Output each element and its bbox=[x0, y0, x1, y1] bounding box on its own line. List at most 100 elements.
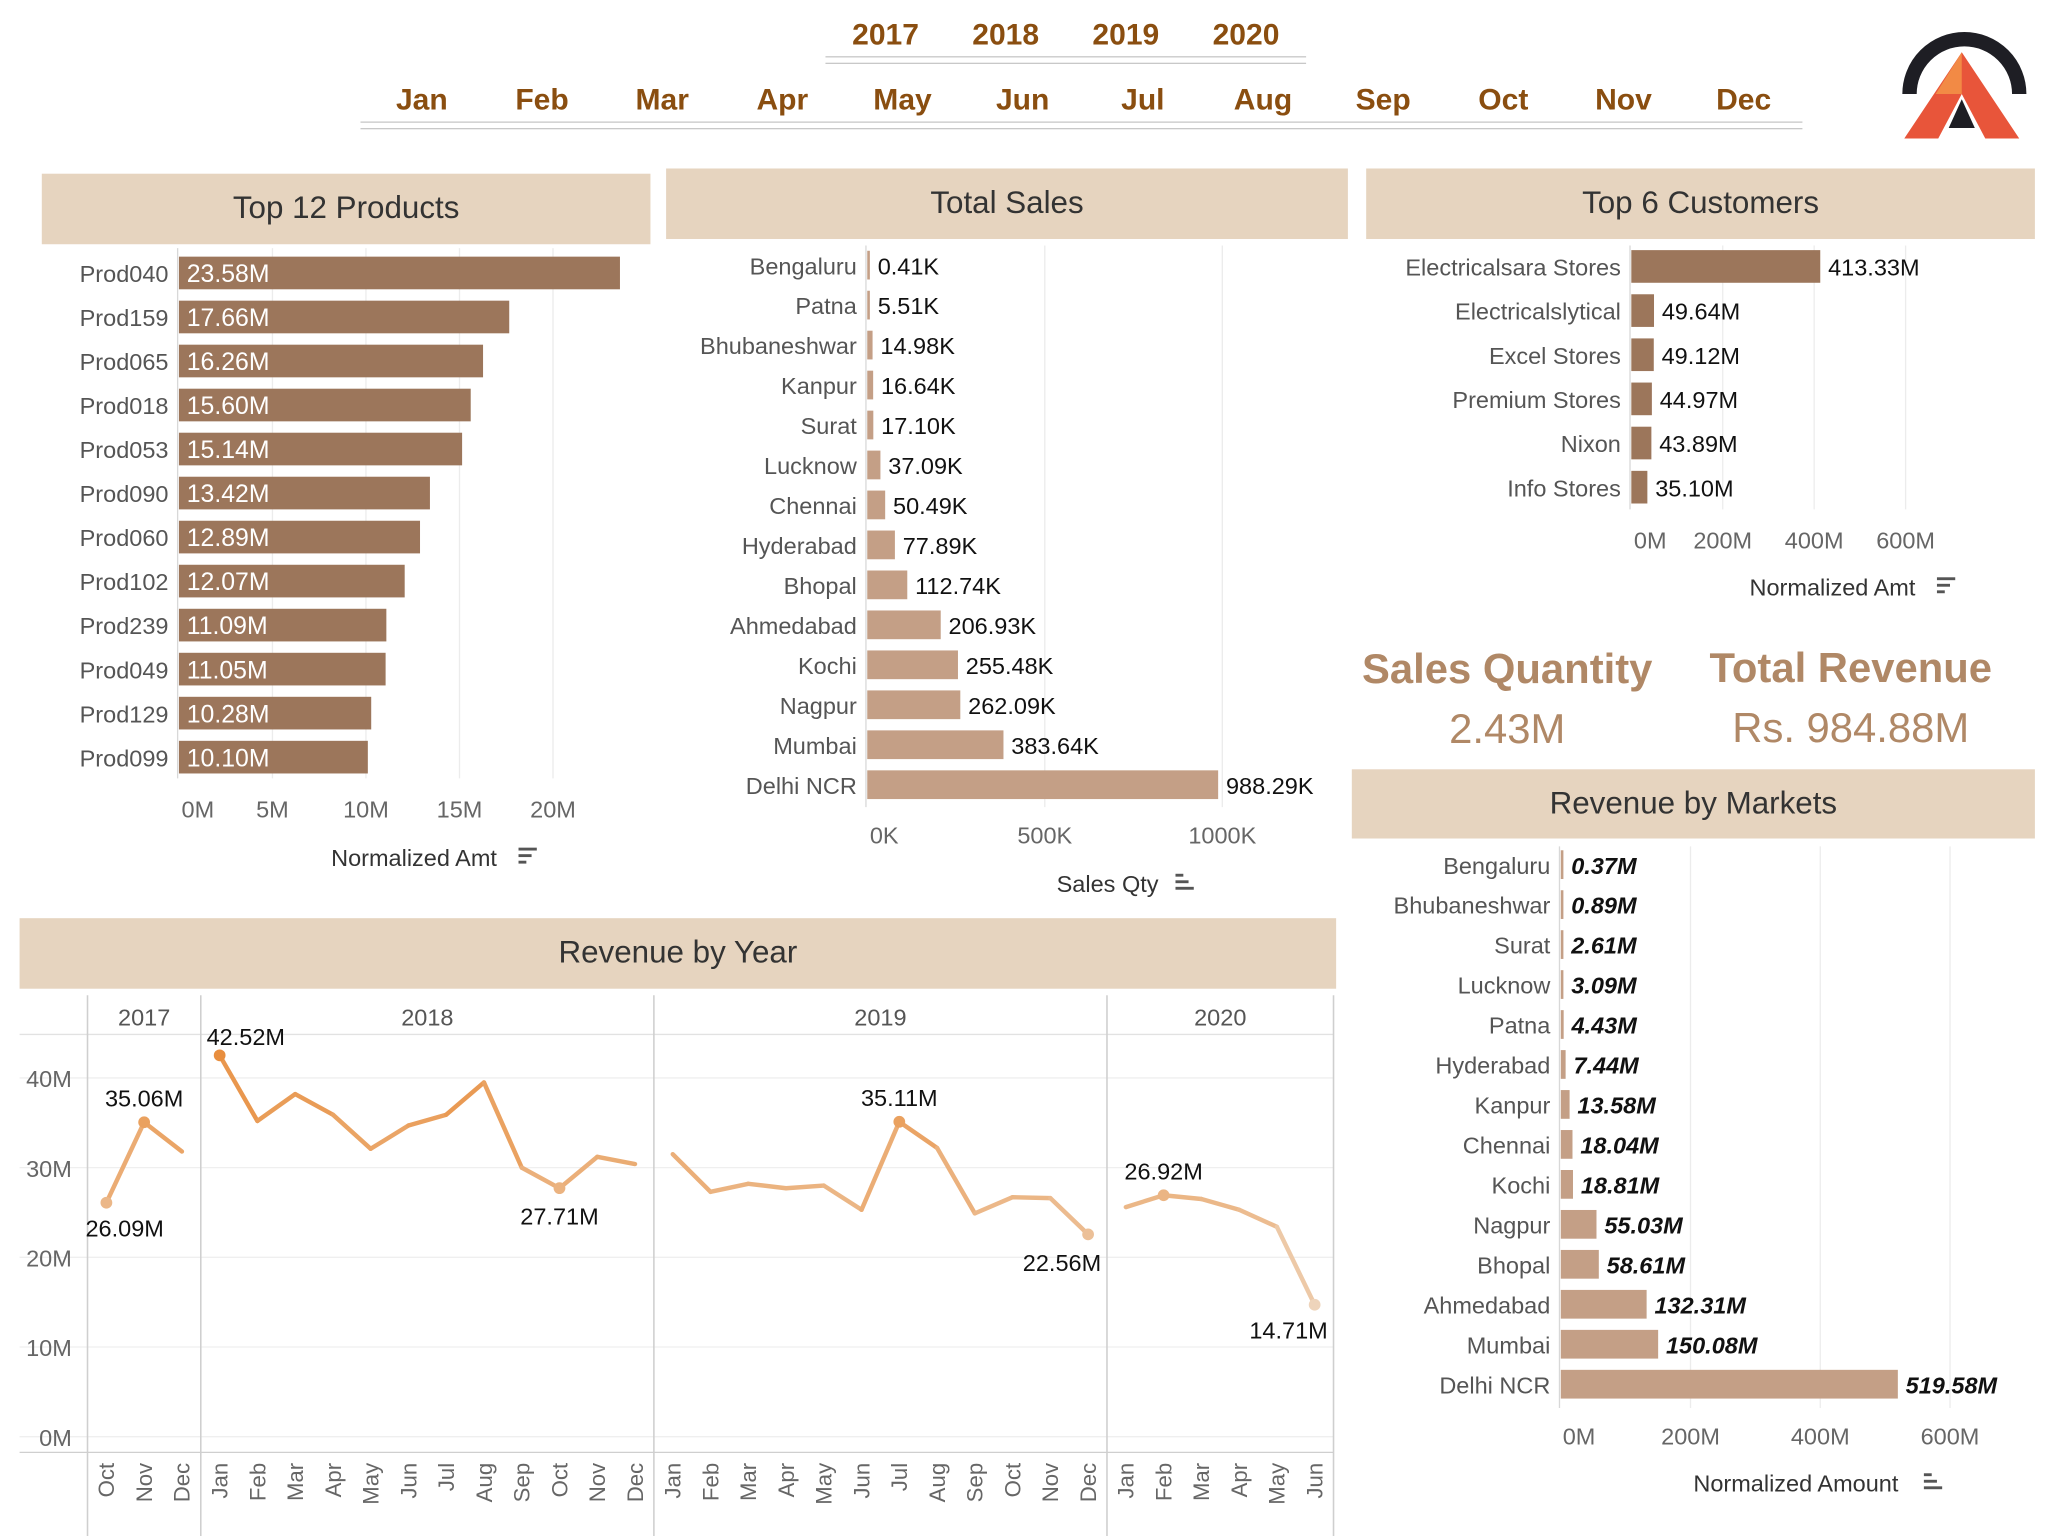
revenue-by-markets-category-label: Bengaluru bbox=[1443, 853, 1550, 879]
top-products-category-label: Prod053 bbox=[80, 437, 169, 463]
top-customers-data-label: 35.10M bbox=[1655, 475, 1733, 501]
revenue-by-year-month-label: Jan bbox=[661, 1463, 686, 1499]
revenue-by-year-y-tick-label: 0M bbox=[39, 1425, 72, 1451]
revenue-by-year-month-label: Apr bbox=[321, 1462, 346, 1497]
revenue-by-year-line-segment bbox=[1010, 1195, 1053, 1201]
revenue-by-markets-bar bbox=[1560, 1249, 1599, 1279]
revenue-by-year-month-label: Feb bbox=[1151, 1463, 1176, 1501]
revenue-by-markets-category-label: Lucknow bbox=[1458, 973, 1552, 999]
revenue-by-year-header: Revenue by Year bbox=[19, 918, 1337, 989]
total-sales-category-label: Mumbai bbox=[773, 733, 857, 759]
top-products-category-label: Prod099 bbox=[80, 745, 169, 771]
month-filter-jun[interactable]: Jun bbox=[995, 82, 1050, 117]
revenue-by-markets-bar bbox=[1560, 1130, 1573, 1159]
top-products-tick-label: 15M bbox=[437, 797, 483, 823]
total-sales-tick-label: 1000K bbox=[1188, 823, 1256, 849]
revenue-by-year-line-segment bbox=[746, 1181, 789, 1191]
total-sales-category-label: Chennai bbox=[769, 493, 857, 519]
revenue-by-markets-data-label: 18.04M bbox=[1580, 1133, 1659, 1159]
total-sales-data-label: 255.48K bbox=[966, 653, 1054, 679]
top-products-bar bbox=[178, 608, 387, 642]
revenue-by-year-month-label: Oct bbox=[94, 1463, 119, 1498]
revenue-by-markets-category-label: Patna bbox=[1489, 1013, 1551, 1039]
month-filter-aug[interactable]: Aug bbox=[1233, 82, 1293, 117]
revenue-by-year-point bbox=[893, 1115, 906, 1128]
month-filter-nov[interactable]: Nov bbox=[1595, 82, 1652, 117]
top-customers-tick-label: 0M bbox=[1634, 528, 1667, 554]
total-sales-category-label: Kochi bbox=[798, 653, 857, 679]
month-filter-feb[interactable]: Feb bbox=[515, 82, 569, 117]
revenue-by-year-y-tick-label: 10M bbox=[26, 1335, 72, 1361]
top-products-category-label: Prod239 bbox=[80, 613, 169, 639]
revenue-by-year-line-segment bbox=[481, 1080, 524, 1170]
revenue-by-year-data-label: 42.52M bbox=[207, 1024, 285, 1050]
revenue-by-year-y-tick-label: 20M bbox=[26, 1245, 72, 1271]
revenue-by-markets-sort-icon bbox=[1923, 1473, 1943, 1490]
revenue-by-markets-tick-label: 600M bbox=[1921, 1424, 1980, 1450]
total-sales-axis-label: Sales Qty bbox=[1057, 871, 1159, 897]
top-customers-sort-icon-bar bbox=[1936, 590, 1945, 594]
total-sales-bar bbox=[867, 450, 881, 480]
month-filter-sep[interactable]: Sep bbox=[1355, 82, 1411, 117]
revenue-by-year-y-tick-label: 30M bbox=[26, 1156, 72, 1182]
top-customers-title: Top 6 Customers bbox=[1582, 185, 1820, 221]
revenue-by-year-line-segment bbox=[595, 1154, 638, 1167]
month-filter-mar[interactable]: Mar bbox=[635, 82, 689, 117]
company-logo bbox=[1902, 32, 2027, 139]
revenue-by-markets-header: Revenue by Markets bbox=[1351, 769, 2035, 839]
year-filter-2017[interactable]: 2017 bbox=[852, 16, 919, 51]
revenue-by-year-line-segment bbox=[519, 1165, 562, 1191]
revenue-by-year-month-label: Dec bbox=[1076, 1463, 1101, 1502]
month-filter-apr[interactable]: Apr bbox=[756, 82, 809, 117]
year-filter-2018[interactable]: 2018 bbox=[972, 16, 1040, 51]
revenue-by-year-month-label: Oct bbox=[547, 1463, 572, 1498]
revenue-by-markets-category-label: Surat bbox=[1494, 933, 1551, 959]
total-sales-category-label: Patna bbox=[795, 293, 857, 319]
revenue-by-markets-bar bbox=[1560, 1329, 1659, 1359]
revenue-by-year-month-label: Jun bbox=[396, 1463, 421, 1499]
month-filter-dec[interactable]: Dec bbox=[1716, 82, 1772, 117]
revenue-by-year-month-label: Jan bbox=[207, 1463, 232, 1499]
revenue-by-year-line-segment bbox=[255, 1091, 298, 1124]
top-customers-header: Top 6 Customers bbox=[1366, 168, 2035, 240]
total-sales-category-label: Bhopal bbox=[784, 573, 857, 599]
year-filter-2020[interactable]: 2020 bbox=[1212, 16, 1280, 51]
top-customers-tick-label: 400M bbox=[1785, 528, 1844, 554]
top-products-category-label: Prod159 bbox=[80, 305, 169, 331]
revenue-by-year-title: Revenue by Year bbox=[558, 935, 798, 971]
revenue-by-markets-tick-label: 200M bbox=[1661, 1424, 1720, 1450]
month-filter-may[interactable]: May bbox=[873, 82, 932, 117]
top-customers-bar bbox=[1631, 294, 1655, 327]
revenue-by-year-year-label: 2017 bbox=[118, 1004, 170, 1030]
total-sales-category-label: Hyderabad bbox=[742, 533, 857, 559]
revenue-by-markets-data-label: 4.43M bbox=[1570, 1013, 1637, 1039]
revenue-by-markets-bar bbox=[1560, 1050, 1566, 1079]
top-products-bar bbox=[178, 388, 471, 422]
revenue-by-year-line-segment bbox=[330, 1112, 373, 1152]
total-sales-data-label: 17.10K bbox=[881, 413, 956, 439]
top-customers-bar bbox=[1631, 382, 1652, 416]
top-customers-bar bbox=[1631, 250, 1821, 283]
total-sales-bar bbox=[867, 770, 1219, 800]
total-sales-bar bbox=[867, 610, 941, 640]
total-sales-data-label: 988.29K bbox=[1226, 773, 1314, 799]
total-sales-sort-icon-bar bbox=[1175, 880, 1189, 884]
year-filter-2019[interactable]: 2019 bbox=[1092, 16, 1160, 51]
month-filter-jan[interactable]: Jan bbox=[395, 82, 448, 117]
month-filter-jul[interactable]: Jul bbox=[1121, 82, 1165, 117]
top-products-bar bbox=[178, 344, 484, 378]
revenue-by-year-line-segment bbox=[708, 1181, 751, 1195]
total-sales-category-label: Ahmedabad bbox=[730, 613, 857, 639]
revenue-by-year-data-label: 26.09M bbox=[85, 1216, 163, 1242]
revenue-by-markets-bar bbox=[1560, 970, 1564, 999]
month-filter-oct[interactable]: Oct bbox=[1478, 82, 1529, 117]
top-products-bar bbox=[178, 740, 368, 774]
top-products-data-label: 10.10M bbox=[187, 745, 270, 772]
revenue-by-markets-sort-icon-bar bbox=[1923, 1486, 1943, 1490]
total-sales-data-label: 37.09K bbox=[888, 453, 963, 479]
top-customers-data-label: 49.64M bbox=[1662, 299, 1740, 325]
revenue-by-year-point bbox=[138, 1116, 151, 1129]
top-customers-data-label: 44.97M bbox=[1660, 387, 1738, 413]
total-sales-title: Total Sales bbox=[930, 185, 1084, 221]
